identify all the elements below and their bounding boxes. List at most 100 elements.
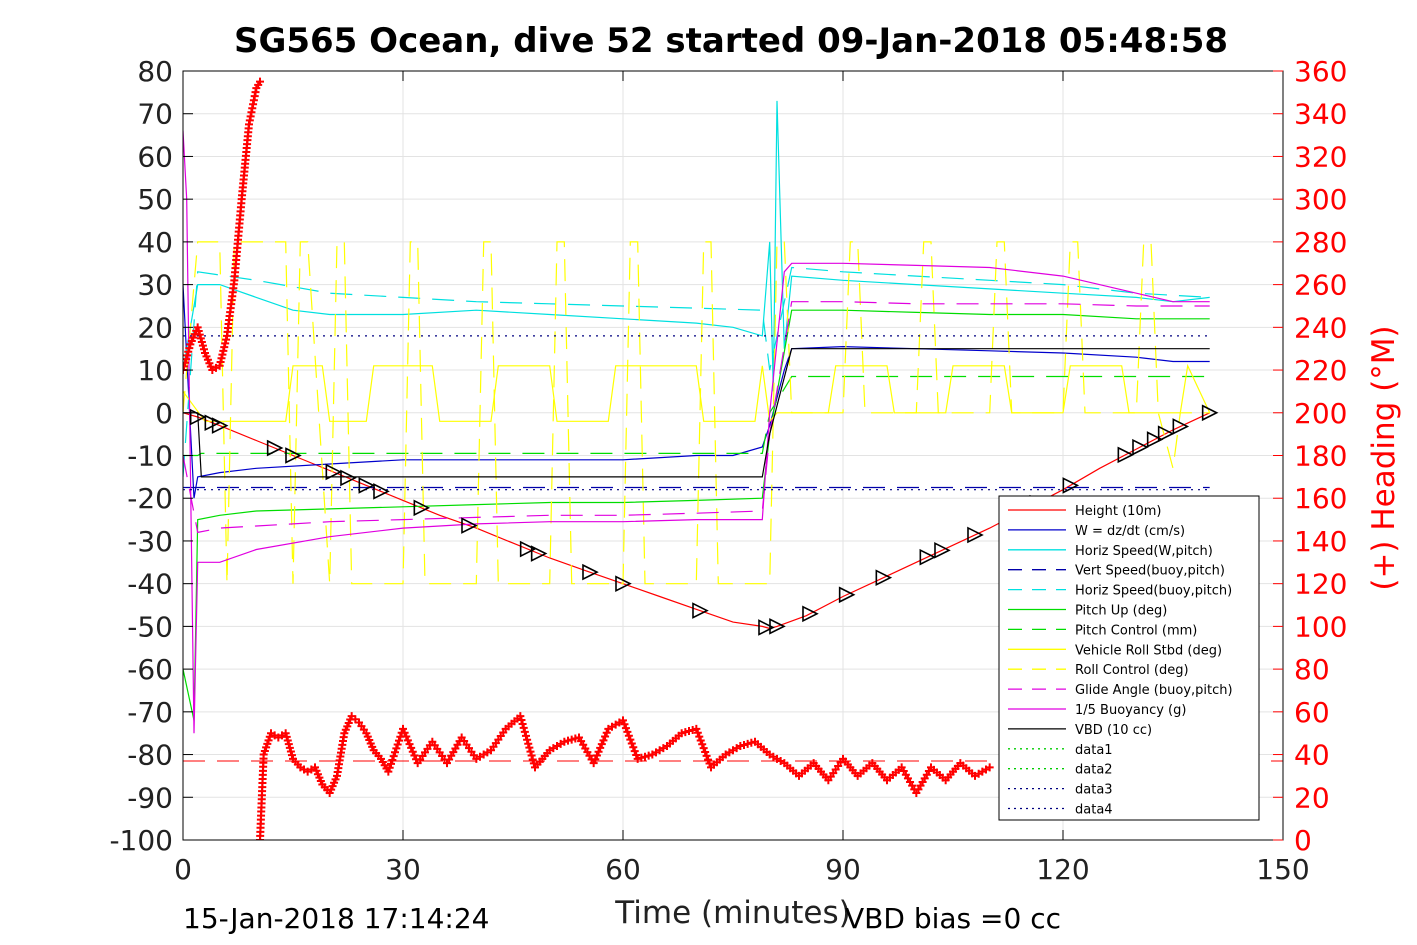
heading-series	[183, 77, 994, 840]
heading-point	[698, 740, 707, 749]
height-marker	[1117, 446, 1135, 464]
x-tick-label: 0	[174, 853, 192, 886]
height-marker	[582, 563, 599, 581]
right-tick-label: 360	[1294, 55, 1347, 88]
heading-point	[571, 734, 580, 743]
right-tick-label: 320	[1294, 140, 1347, 173]
footer-vbd-bias: VBD bias =0 cc	[845, 902, 1061, 935]
y-tick-label: -60	[127, 653, 173, 686]
height-marker	[1172, 418, 1190, 435]
heading-point	[528, 755, 537, 764]
series-horiz-speed-w-pitch	[183, 100, 1210, 392]
heading-point	[637, 753, 646, 762]
right-tick-label: 180	[1294, 440, 1347, 473]
y-tick-label: -90	[127, 781, 173, 814]
chart-title: SG565 Ocean, dive 52 started 09-Jan-2018…	[234, 21, 1228, 61]
right-tick-label: 0	[1294, 824, 1312, 857]
heading-point	[624, 731, 633, 740]
heading-point	[410, 751, 419, 760]
right-tick-label: 20	[1294, 781, 1330, 814]
x-tick-label: 60	[605, 853, 641, 886]
heading-point	[632, 750, 641, 759]
series-glide-angle-buoy-pitch	[183, 301, 1210, 534]
right-axis-ticks: 3603403203002802602402202001801601401201…	[1273, 55, 1347, 857]
legend-label: data4	[1075, 803, 1113, 818]
height-marker	[285, 447, 302, 464]
legend-label: W = dz/dt (cm/s)	[1075, 524, 1185, 539]
legend-label: Glide Angle (buoy,pitch)	[1075, 683, 1233, 698]
heading-point	[395, 736, 403, 745]
heading-point	[389, 752, 398, 761]
legend-label: data1	[1075, 743, 1113, 758]
heading-point	[256, 77, 264, 86]
heading-point	[407, 743, 416, 752]
y-tick-label: 0	[155, 397, 173, 430]
height-marker	[1062, 477, 1080, 494]
series-vbd-10-cc	[183, 348, 1210, 478]
heading-point	[696, 736, 705, 745]
y-tick-label: 80	[137, 55, 173, 88]
heading-point	[693, 728, 702, 737]
legend-label: Height (10m)	[1075, 504, 1161, 519]
height-marker	[189, 408, 207, 426]
heading-point	[520, 727, 529, 736]
x-tick-label: 150	[1256, 853, 1309, 886]
height-marker	[692, 602, 709, 619]
right-tick-label: 340	[1294, 98, 1347, 131]
heading-point	[400, 728, 409, 737]
y-tick-label: -80	[127, 739, 173, 772]
height-marker	[802, 605, 819, 623]
right-tick-label: 160	[1294, 482, 1347, 515]
series-horiz-speed-buoy-pitch	[183, 266, 1210, 477]
legend-label: data3	[1075, 783, 1113, 798]
series-pitch-control-mm	[183, 375, 1210, 457]
heading-point	[597, 740, 606, 749]
heading-point	[602, 728, 611, 737]
height-marker	[461, 517, 478, 534]
heading-point	[519, 723, 528, 732]
legend-label: 1/5 Buoyancy (g)	[1075, 703, 1186, 718]
y-tick-label: 60	[137, 140, 173, 173]
height-marker	[1201, 404, 1219, 422]
heading-point	[403, 736, 412, 745]
x-tick-label: 120	[1036, 853, 1089, 886]
heading-point	[408, 747, 417, 756]
height-marker	[758, 619, 775, 636]
y-tick-label: -70	[127, 696, 173, 729]
y-tick-label: 30	[137, 269, 173, 302]
height-marker	[875, 569, 893, 586]
height-marker	[934, 542, 951, 559]
heading-point	[592, 751, 601, 760]
heading-point	[701, 747, 710, 756]
y-tick-label: -100	[109, 824, 173, 857]
y-tick-label: -10	[127, 440, 173, 473]
y-tick-label: 40	[137, 226, 173, 259]
height-marker	[615, 575, 632, 592]
heading-point	[391, 748, 399, 757]
y-axis-ticks: 80 70 60 50 40 30 20 10 0 -10 -20 -30 -40 -50 -60 -70 -8…	[109, 55, 193, 857]
right-tick-label: 40	[1294, 739, 1330, 772]
height-marker	[769, 618, 786, 635]
series-roll-control-deg	[183, 241, 1210, 585]
height-marker	[413, 499, 431, 517]
heading-point	[517, 716, 526, 725]
right-tick-label: 120	[1294, 568, 1347, 601]
right-tick-label: 220	[1294, 354, 1347, 387]
height-marker	[358, 477, 376, 494]
x-axis-ticks: 0 30 60 90 120 150	[174, 71, 1310, 886]
heading-point	[516, 712, 525, 721]
heading-point	[384, 767, 393, 776]
heading-point	[392, 744, 401, 753]
heading-point	[599, 736, 608, 745]
y-tick-label: 10	[137, 354, 173, 387]
heading-point	[985, 763, 994, 772]
x-axis-label: Time (minutes)	[614, 895, 850, 931]
right-tick-label: 140	[1294, 525, 1347, 558]
heading-point	[393, 740, 402, 749]
height-marker	[838, 586, 856, 604]
heading-point	[705, 759, 714, 768]
heading-point	[589, 759, 598, 768]
right-axis-label: (+) Heading (°M)	[1366, 325, 1402, 590]
series-vehicle-roll-stbd-deg	[183, 363, 1211, 423]
